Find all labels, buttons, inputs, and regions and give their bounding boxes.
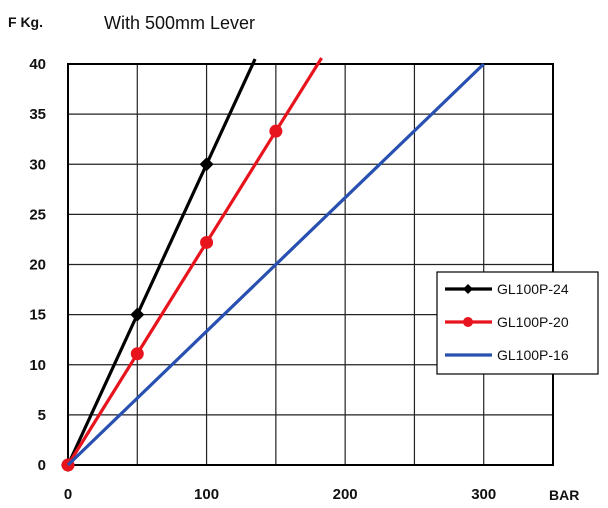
y-tick-label: 15	[29, 307, 46, 324]
data-point-gl100p-20	[200, 235, 214, 249]
series-line-gl100p-24	[66, 58, 257, 466]
y-tick-label: 25	[29, 206, 46, 223]
data-point-gl100p-20	[130, 347, 144, 361]
plot-frame	[67, 63, 554, 466]
legend-label-gl100p-20: GL100P-20	[497, 314, 569, 330]
x-tick-labels: 0 100 200 300	[64, 486, 496, 503]
y-tick-label: 30	[29, 156, 46, 173]
series-group	[61, 57, 485, 472]
data-point-gl100p-20	[269, 124, 283, 138]
y-tick-label: 40	[29, 56, 46, 73]
grid-lines	[67, 63, 554, 466]
series-line-gl100p-16	[66, 62, 485, 467]
chart-title: With 500mm Lever	[104, 13, 255, 33]
y-tick-label: 10	[29, 357, 46, 374]
legend: GL100P-24 GL100P-20 GL100P-16	[436, 271, 599, 375]
x-tick-label: 0	[64, 486, 72, 503]
x-axis-label: BAR	[549, 487, 579, 503]
legend-label-gl100p-16: GL100P-16	[497, 347, 569, 363]
y-axis-label: F Kg.	[8, 14, 43, 30]
legend-marker-gl100p-24	[463, 284, 473, 294]
y-tick-label: 5	[38, 407, 46, 424]
x-tick-label: 300	[471, 486, 496, 503]
x-tick-label: 100	[194, 486, 219, 503]
data-point-gl100p-24	[130, 307, 145, 322]
y-tick-labels: 0 5 10 15 20 25 30 35 40	[29, 56, 46, 474]
y-tick-label: 20	[29, 257, 46, 274]
legend-label-gl100p-24: GL100P-24	[497, 281, 569, 297]
series-line-gl100p-20	[66, 57, 323, 466]
x-tick-label: 200	[333, 486, 358, 503]
y-tick-label: 0	[38, 457, 46, 474]
legend-marker-gl100p-20	[463, 317, 473, 327]
data-point-gl100p-24	[199, 157, 214, 172]
y-tick-label: 35	[29, 106, 46, 123]
